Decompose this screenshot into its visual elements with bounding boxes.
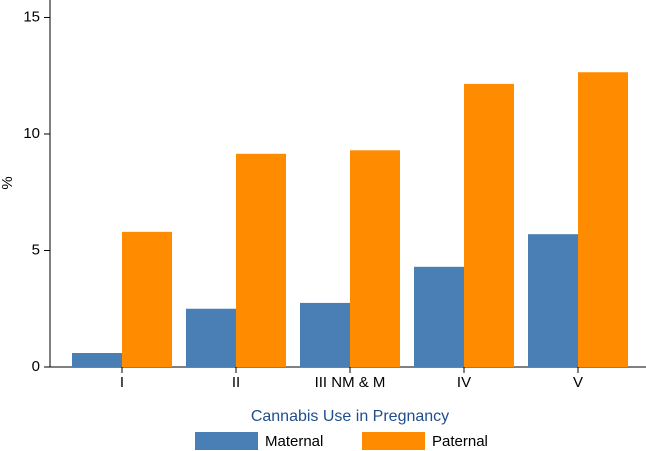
y-tick-label: 5: [32, 241, 40, 258]
legend-label: Maternal: [265, 433, 323, 450]
bar: [528, 234, 578, 367]
bar: [350, 150, 400, 367]
bar: [186, 308, 236, 367]
x-tick-label: II: [232, 374, 240, 391]
legend-title: Cannabis Use in Pregnancy: [251, 408, 449, 425]
y-tick-label: 15: [23, 8, 40, 25]
bar: [414, 266, 464, 367]
bar: [300, 302, 350, 367]
legend-label: Paternal: [432, 433, 488, 450]
x-tick-label: I: [120, 374, 124, 391]
y-tick-label: 10: [23, 125, 40, 142]
x-tick-label: III NM & M: [315, 374, 386, 391]
y-tick-label: 0: [32, 358, 40, 375]
x-tick-label: IV: [457, 374, 471, 391]
legend-swatch: [362, 432, 425, 450]
legend-swatch: [195, 432, 258, 450]
bar: [122, 231, 172, 367]
y-axis-label: %: [0, 176, 16, 189]
x-tick-label: V: [573, 374, 583, 391]
bar: [578, 72, 628, 367]
bar: [464, 83, 514, 367]
bar: [72, 353, 122, 367]
bar: [236, 153, 286, 367]
